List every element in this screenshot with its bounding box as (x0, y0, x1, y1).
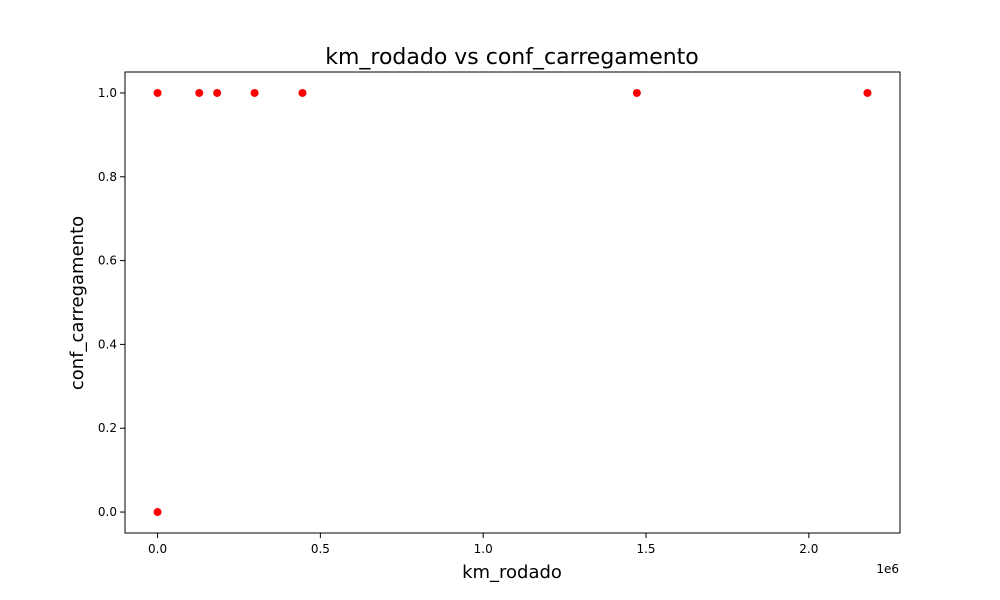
x-tick-label: 0.5 (311, 542, 330, 556)
data-point (298, 88, 307, 97)
x-tick-label: 1.0 (474, 542, 493, 556)
y-axis: 0.0 0.2 0.4 0.6 0.8 1.0 (98, 86, 125, 519)
data-point (195, 88, 204, 97)
data-point (632, 88, 641, 97)
data-point (863, 88, 872, 97)
data-point (153, 508, 162, 517)
y-tick-label: 0.6 (98, 254, 117, 268)
y-tick-label: 0.2 (98, 421, 117, 435)
data-point (153, 88, 162, 97)
x-axis-offset-label: 1e6 (876, 562, 899, 576)
y-axis-label: conf_carregamento (67, 216, 88, 390)
chart-title: km_rodado vs conf_carregamento (325, 45, 699, 70)
x-tick-label: 1.5 (636, 542, 655, 556)
y-tick-label: 1.0 (98, 86, 117, 100)
y-tick-label: 0.4 (98, 337, 117, 351)
data-point (250, 88, 259, 97)
data-point (213, 88, 222, 97)
x-axis: 0.0 0.5 1.0 1.5 2.0 (148, 533, 818, 556)
y-tick-label: 0.0 (98, 505, 117, 519)
data-points (153, 88, 872, 517)
x-tick-label: 2.0 (799, 542, 818, 556)
y-tick-label: 0.8 (98, 170, 117, 184)
x-axis-label: km_rodado (462, 562, 562, 583)
plot-frame (124, 71, 901, 534)
x-tick-label: 0.0 (148, 542, 167, 556)
